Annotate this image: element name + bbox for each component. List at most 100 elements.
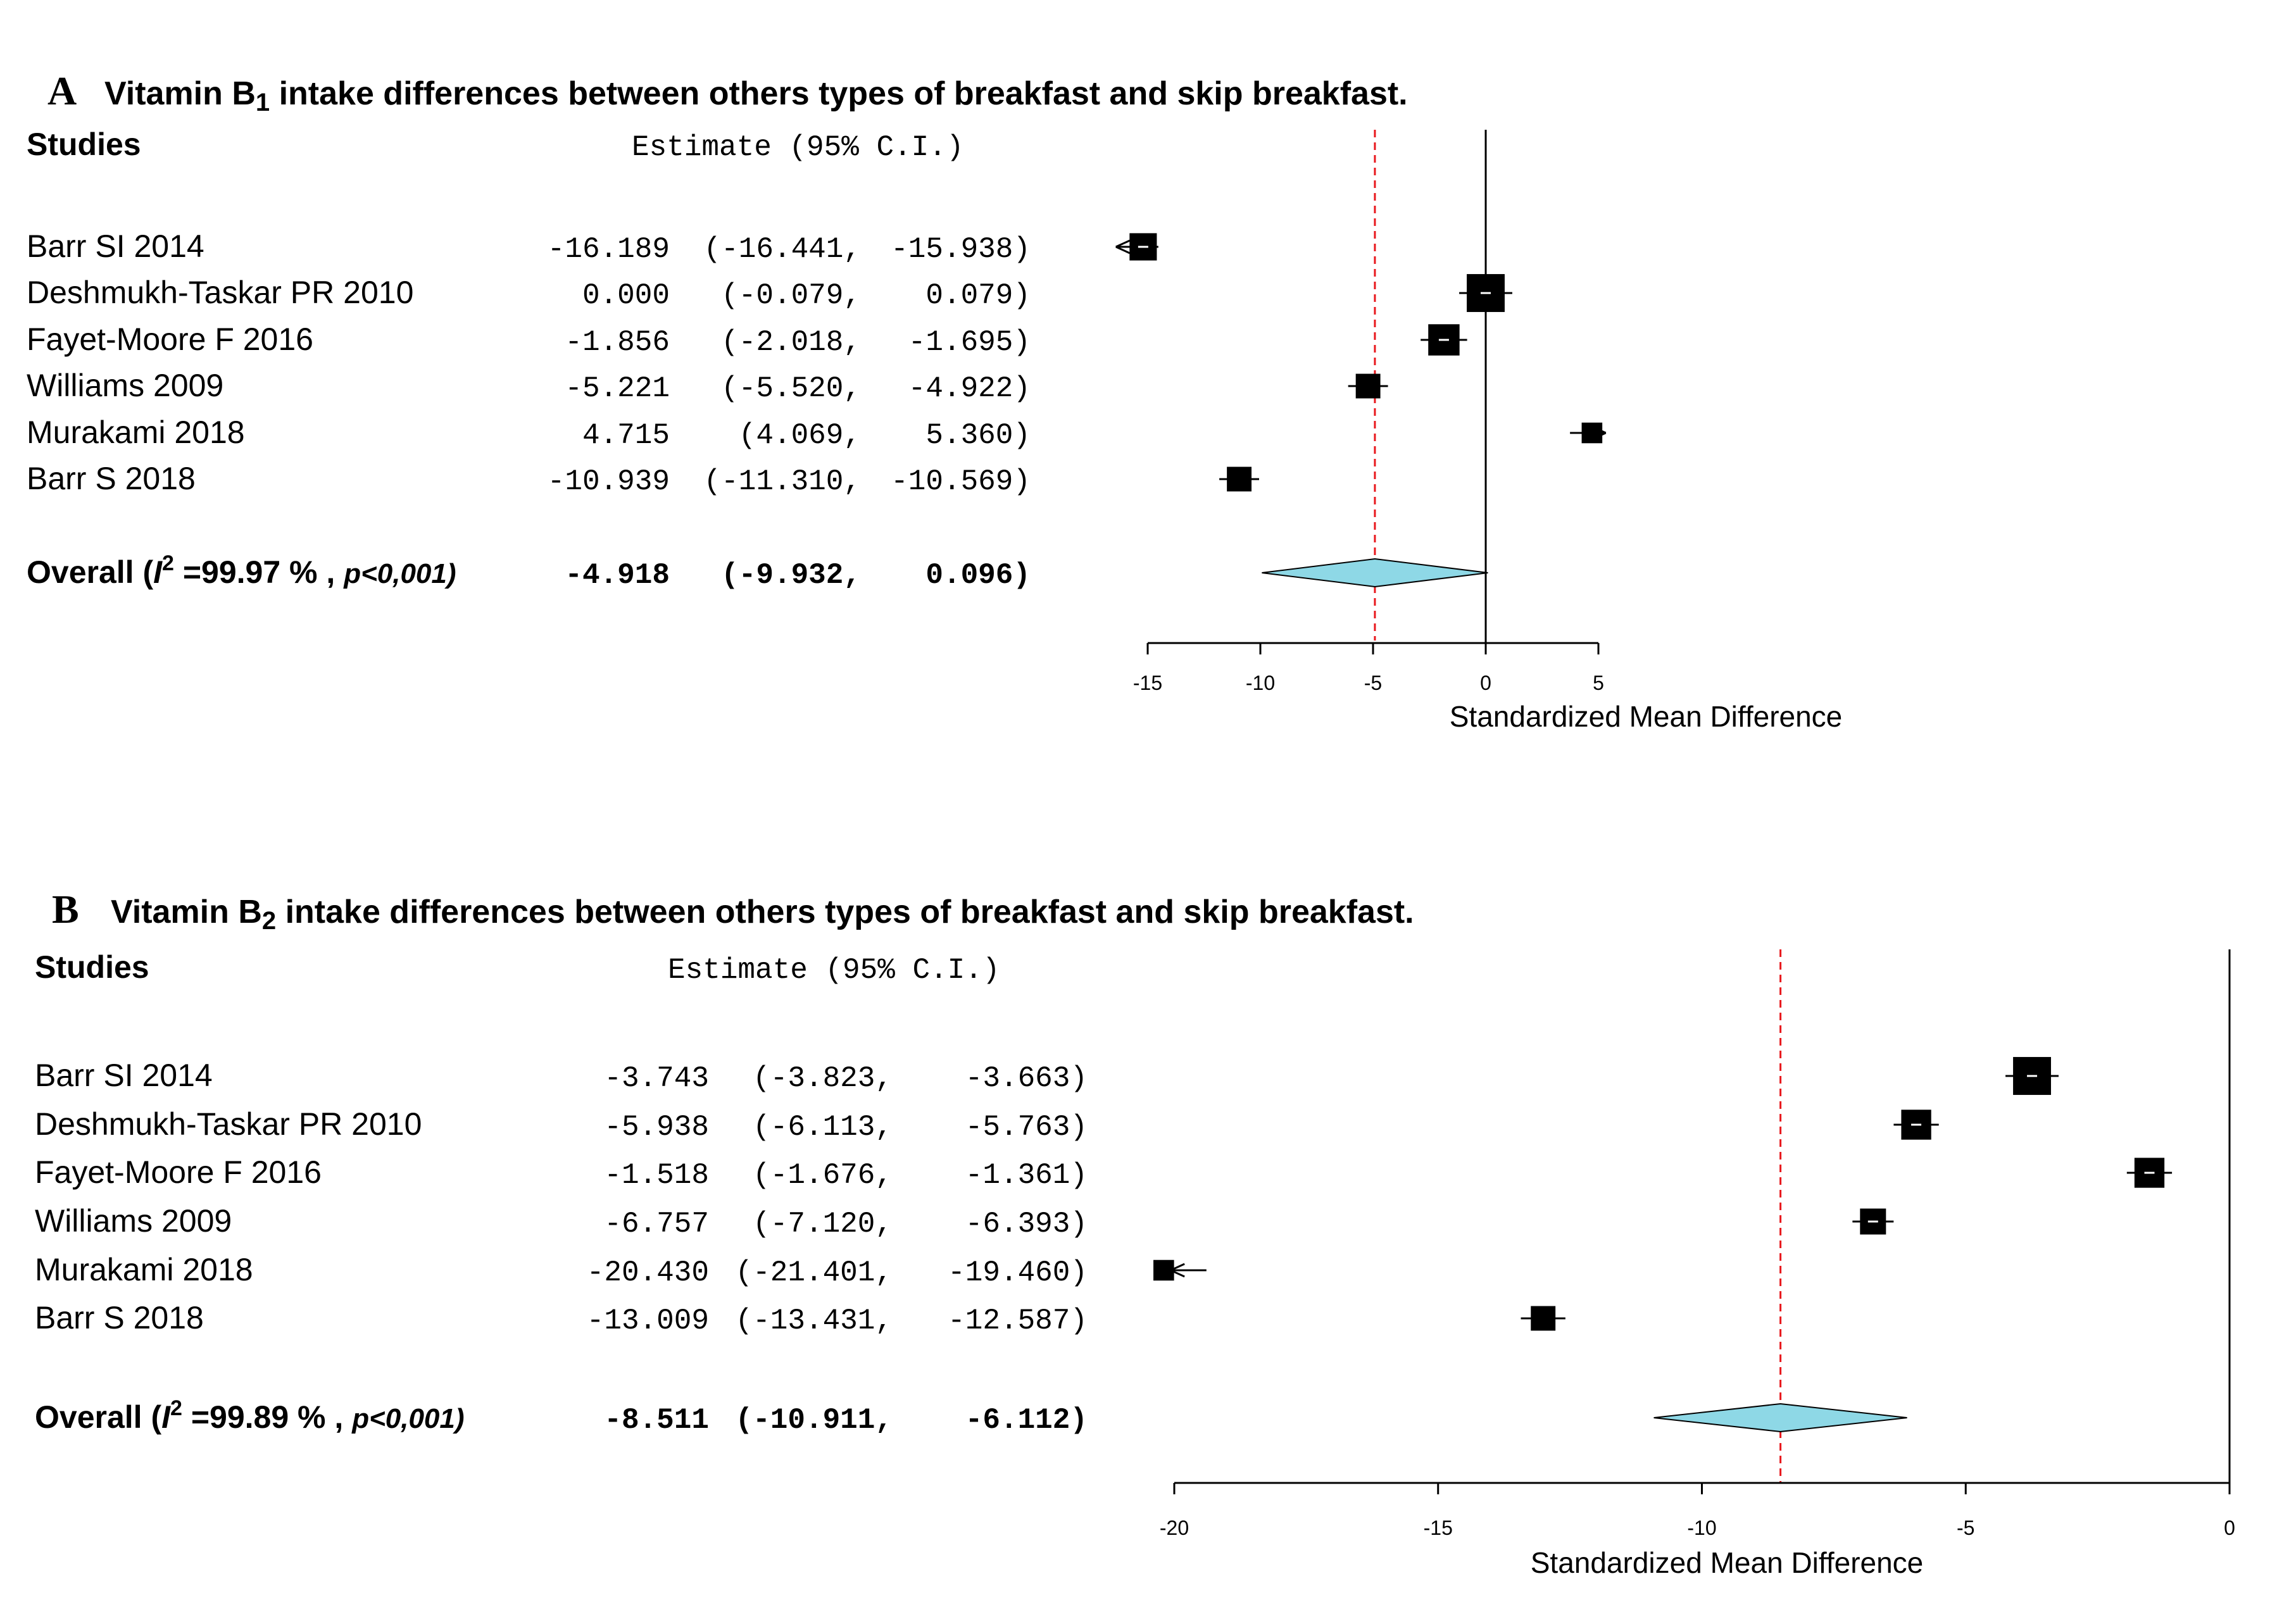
study-effect-square [1531,1306,1556,1331]
estimate-header: Estimate (95% C.I.) [668,954,1000,987]
x-axis-title: Standardized Mean Difference [1450,700,1843,733]
study-name: Deshmukh-Taskar PR 2010 [27,275,413,310]
x-axis-tick-label: -10 [1687,1516,1716,1539]
panel-title: Vitamin B1 intake differences between ot… [104,75,1408,116]
x-axis-tick-label: -20 [1160,1516,1189,1539]
overall-prefix: Overall ( [35,1399,161,1435]
study-ci-lower: (-13.431, [736,1304,893,1337]
study-ci-lower: (-11.310, [704,465,861,498]
overall-ci-upper: -6.112) [965,1404,1088,1437]
overall-effect-diamond [1653,1403,1907,1433]
study-estimate: 0.000 [582,279,670,312]
estimate-header: Estimate (95% C.I.) [632,131,964,164]
study-estimate: -5.221 [565,372,670,405]
overall-ci-upper: 0.096) [925,559,1031,592]
overall-ci-lower: (-9.932, [721,559,861,592]
study-ci-upper: 5.360) [925,419,1031,452]
panel-title-rest: intake differences between others types … [276,894,1414,930]
study-ci-lower: (-5.520, [721,372,861,405]
panel-title-main: Vitamin B [104,75,256,112]
overall-i2-value: =99.97 % , [174,554,344,590]
study-name: Barr SI 2014 [35,1058,213,1093]
study-ci-lower: (-16.441, [704,233,861,266]
overall-p-value: p<0,001) [351,1403,464,1434]
overall-estimate: -4.918 [565,559,670,592]
study-ci-upper: -6.393) [965,1208,1088,1241]
forest-plot-area: -15 -10 -5 0 5 Standardized Mean Difference [1115,130,1843,733]
study-ci-lower: (-7.120, [753,1208,893,1241]
study-ci-lower: (-21.401, [736,1256,893,1289]
study-name: Deshmukh-Taskar PR 2010 [35,1106,422,1142]
x-axis-tick-label: 0 [2224,1516,2235,1539]
x-axis-tick-label: 0 [1480,672,1491,694]
study-estimate: -1.518 [604,1159,709,1192]
forest-panel-a: A Vitamin B1 intake differences between o… [27,68,1842,733]
x-axis-tick-label: -5 [1364,672,1382,694]
study-estimate: -3.743 [604,1062,709,1095]
study-ci-upper: -10.569) [891,465,1031,498]
study-ci-upper: -15.938) [891,233,1031,266]
x-axis-tick-label: -5 [1957,1516,1974,1539]
study-name: Williams 2009 [35,1203,232,1239]
study-effect-square [1227,466,1252,492]
overall-i-letter: I [153,554,163,590]
study-ci-upper: -19.460) [948,1256,1088,1289]
x-axis-title: Standardized Mean Difference [1531,1546,1924,1579]
study-ci-lower: (-2.018, [721,326,861,359]
panel-title-main: Vitamin B [111,894,262,930]
study-ci-upper: -12.587) [948,1304,1088,1337]
studies-header: Studies [27,127,141,162]
x-axis-tick-label: 5 [1593,672,1604,694]
panel-letter: A [47,68,77,113]
study-ci-upper: -3.663) [965,1062,1088,1095]
study-estimate: -5.938 [604,1111,709,1144]
panel-title-subscript: 2 [262,907,276,935]
overall-i2-superscript: 2 [170,1396,182,1420]
overall-p-value: p<0,001) [343,558,456,589]
study-name: Murakami 2018 [27,415,245,450]
study-estimate: -13.009 [587,1304,709,1337]
study-estimate: -1.856 [565,326,670,359]
forest-panel-b: B Vitamin B2 intake differences between o… [35,887,2235,1579]
study-ci-upper: -1.361) [965,1159,1088,1192]
x-axis-tick-label: -15 [1424,1516,1453,1539]
study-name: Barr S 2018 [27,461,196,496]
study-name: Fayet-Moore F 2016 [35,1154,322,1190]
study-ci-upper: -5.763) [965,1111,1088,1144]
study-name: Fayet-Moore F 2016 [27,322,313,357]
study-name: Barr S 2018 [35,1300,204,1335]
studies-header: Studies [35,949,149,985]
study-ci-lower: (-6.113, [753,1111,893,1144]
overall-ci-lower: (-10.911, [736,1404,893,1437]
study-ci-lower: (-3.823, [753,1062,893,1095]
study-name: Murakami 2018 [35,1252,253,1287]
study-estimate: -6.757 [604,1208,709,1241]
study-ci-lower: (-1.676, [753,1159,893,1192]
overall-effect-diamond [1262,558,1488,588]
study-name: Williams 2009 [27,368,223,403]
study-ci-upper: -4.922) [908,372,1031,405]
study-effect-square [1355,373,1381,399]
overall-i-letter: I [161,1399,171,1435]
panel-title-subscript: 1 [256,89,270,116]
study-effect-square [1581,422,1603,444]
overall-label: Overall (I2 =99.97 % , p<0,001) [27,551,456,590]
overall-i2-value: =99.89 % , [182,1399,352,1435]
study-effect-square [1153,1260,1174,1281]
study-ci-lower: (4.069, [739,419,861,452]
overall-prefix: Overall ( [27,554,153,590]
study-ci-lower: (-0.079, [721,279,861,312]
study-estimate: -16.189 [548,233,670,266]
study-estimate: -10.939 [548,465,670,498]
x-axis-tick-label: -10 [1246,672,1275,694]
panel-letter: B [52,887,79,932]
study-ci-upper: 0.079) [925,279,1031,312]
forest-plot-area: -20 -15 -10 -5 0 Standardized Mean Difference [1153,949,2235,1579]
overall-label: Overall (I2 =99.89 % , p<0,001) [35,1396,465,1435]
study-ci-upper: -1.695) [908,326,1031,359]
overall-i2-superscript: 2 [162,551,174,575]
ci-truncation-arrow-left [1115,239,1131,254]
study-name: Barr SI 2014 [27,228,204,264]
